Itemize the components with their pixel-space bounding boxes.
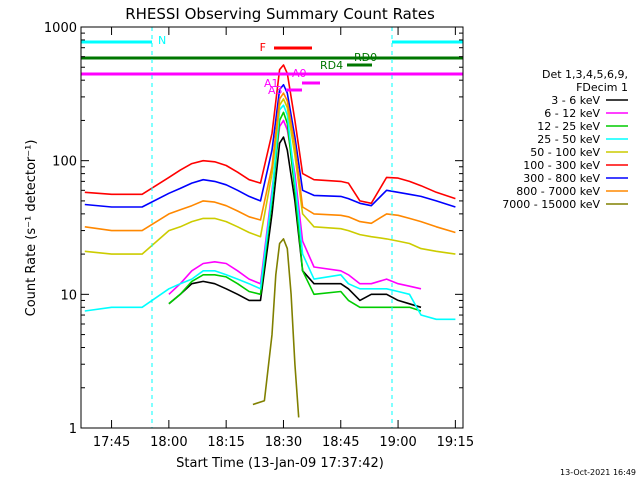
legend-entry-label-5: 100 - 300 keV <box>523 159 600 172</box>
annotation-label-rd4: RD4 <box>320 59 343 72</box>
legend-header-line-0: Det 1,3,4,5,6,9, <box>542 68 628 81</box>
x-tick-label-4: 18:45 <box>322 435 359 450</box>
annotation-label-rd0: RD0 <box>354 51 377 64</box>
x-tick-label-3: 18:30 <box>265 435 302 450</box>
series-line-6 <box>84 83 456 208</box>
series-line-5 <box>84 64 456 205</box>
series-line-0 <box>168 136 422 309</box>
axes-layer: 17:45 18:00 18:15 18:30 18:45 19:00 19:15 1 10 10… <box>44 21 474 450</box>
y-axis-label: Count Rate (s⁻¹ detector⁻¹) <box>24 140 39 317</box>
annotation-label-n: N <box>158 34 166 47</box>
series-line-2 <box>168 111 422 312</box>
legend-entry-label-7: 800 - 7000 keV <box>516 185 600 198</box>
x-tick-label-0: 17:45 <box>93 435 130 450</box>
series-line-3 <box>84 104 456 321</box>
y-tick-label-0: 1 <box>69 422 77 437</box>
annotation-label-a3: A3 <box>268 84 283 97</box>
y-tick-label-1: 10 <box>60 288 77 303</box>
legend-entry-label-1: 6 - 12 keV <box>544 107 600 120</box>
plot-frame <box>80 26 464 429</box>
series-line-1 <box>168 119 422 295</box>
series-line-7 <box>84 92 456 234</box>
legend-entry-label-3: 25 - 50 keV <box>537 133 600 146</box>
annotation-label-a1: A1 <box>264 77 279 90</box>
legend-entry-label-8: 7000 - 15000 keV <box>502 198 600 211</box>
y-axis-label-group: Count Rate (s⁻¹ detector⁻¹) <box>24 140 39 317</box>
timestamp: 13-Oct-2021 16:49 <box>560 468 636 477</box>
x-tick-label-5: 19:00 <box>379 435 416 450</box>
legend-header-line-1: FDecim 1 <box>576 81 628 94</box>
y-tick-label-3: 1000 <box>44 21 77 36</box>
annotation-label-a0: A0 <box>292 67 307 80</box>
series-layer <box>84 64 456 418</box>
chart-title: RHESSI Observing Summary Count Rates <box>125 5 435 23</box>
x-axis-label: Start Time (13-Jan-09 17:37:42) <box>176 456 384 471</box>
series-line-4 <box>84 98 456 255</box>
x-tick-label-2: 18:15 <box>207 435 244 450</box>
x-tick-label-1: 18:00 <box>150 435 187 450</box>
legend-entry-label-0: 3 - 6 keV <box>551 94 600 107</box>
legend-entry-label-6: 300 - 800 keV <box>523 172 600 185</box>
y-tick-label-2: 100 <box>52 155 77 170</box>
series-line-8 <box>252 238 300 418</box>
legend-entry-label-2: 12 - 25 keV <box>537 120 600 133</box>
annotation-label-f: F <box>260 41 266 54</box>
x-tick-label-6: 19:15 <box>437 435 474 450</box>
legend-entry-label-4: 50 - 100 keV <box>530 146 600 159</box>
